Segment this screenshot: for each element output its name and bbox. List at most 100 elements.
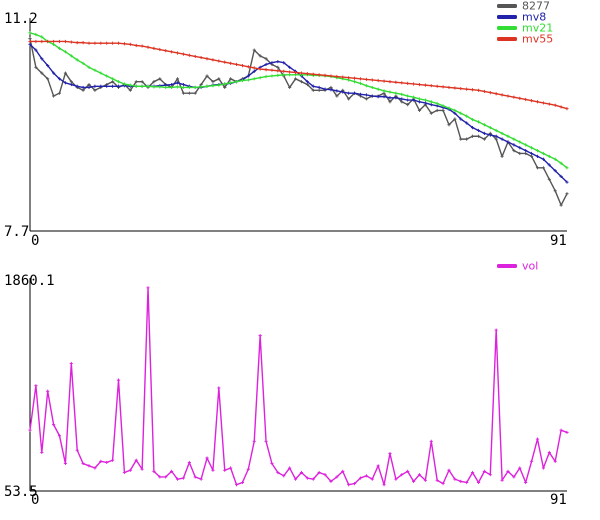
chart1-series-8277-point-4 bbox=[52, 94, 56, 98]
chart1-series-8277-point-54 bbox=[347, 97, 351, 101]
chart1-series-mv55-point-35 bbox=[234, 62, 239, 67]
chart1-series-mv8-point-24 bbox=[170, 82, 174, 87]
chart1-series-mv21-point-26 bbox=[181, 85, 186, 90]
chart2-series-vol-point-54 bbox=[347, 483, 351, 487]
chart1-series-8277-point-42 bbox=[276, 65, 280, 69]
chart1-series-mv55-point-87 bbox=[541, 101, 545, 105]
chart1-series-mv8-point-25 bbox=[175, 81, 180, 85]
chart1-series-mv55-point-40 bbox=[264, 68, 268, 72]
chart1-series-mv21-point-14 bbox=[111, 77, 115, 81]
chart1-series-mv8-point-15 bbox=[116, 84, 121, 88]
chart1-series-8277-point-85 bbox=[529, 154, 534, 158]
chart1-series-8277-point-64 bbox=[406, 103, 410, 107]
chart1-series-mv55-point-55 bbox=[352, 76, 357, 80]
chart1-series-mv55-point-8 bbox=[75, 41, 79, 45]
chart1-series-mv21-point-30 bbox=[205, 84, 209, 88]
chart1-series-mv21-point-82 bbox=[512, 137, 516, 141]
chart1-series-mv21-point-17 bbox=[128, 83, 132, 87]
chart1-series-8277-point-22 bbox=[158, 77, 162, 81]
chart2-series-vol-point-13 bbox=[105, 460, 109, 465]
chart1-series-mv8-point-79 bbox=[494, 134, 498, 138]
chart1-series-mv8-point-7 bbox=[69, 82, 73, 87]
chart2-series-vol-point-77 bbox=[482, 469, 486, 473]
chart1-series-mv8-point-64 bbox=[406, 98, 410, 102]
chart1-series-mv21-point-89 bbox=[553, 157, 557, 161]
chart1-series-8277-point-86 bbox=[535, 166, 540, 170]
chart1-series-8277-point-70 bbox=[441, 108, 445, 112]
chart2-series-vol-point-60 bbox=[382, 483, 386, 487]
chart2-series-vol-point-0 bbox=[28, 428, 32, 432]
chart1-series-mv8-point-84 bbox=[524, 149, 528, 153]
chart2-series-vol-line bbox=[29, 287, 568, 486]
chart1-series-mv21-point-4 bbox=[52, 42, 56, 46]
chart1-series-mv21-point-58 bbox=[370, 85, 374, 90]
chart2-series-vol-point-12 bbox=[99, 459, 103, 463]
chart1-x-tick-max: 91 bbox=[550, 233, 567, 249]
chart1-series-mv21-point-20 bbox=[146, 84, 150, 88]
chart1-series-mv8-point-51 bbox=[329, 88, 333, 92]
chart1-series-mv55-point-52 bbox=[335, 74, 339, 79]
chart2-legend-vol-swatch bbox=[497, 264, 517, 268]
chart1-series-mv21-point-18 bbox=[134, 84, 138, 88]
chart2-series-vol-point-82 bbox=[512, 475, 516, 479]
chart1-series-mv8-point-12 bbox=[99, 84, 103, 88]
chart1-series-8277-point-87 bbox=[541, 166, 545, 170]
chart1-series-mv8-point-77 bbox=[482, 131, 486, 135]
chart2-x-tick-min: 0 bbox=[31, 492, 39, 508]
chart1-series-8277-point-14 bbox=[111, 80, 115, 84]
chart1-series-8277-point-25 bbox=[175, 77, 180, 81]
chart2-series-vol-point-68 bbox=[429, 439, 433, 443]
chart2-series-vol-point-8 bbox=[75, 448, 79, 452]
chart1-series-mv21-point-80 bbox=[500, 131, 504, 135]
chart2-series-vol-point-9 bbox=[81, 461, 85, 466]
chart2-series-vol-point-78 bbox=[488, 473, 492, 477]
chart1-series-mv8-point-87 bbox=[541, 157, 545, 161]
chart2-series-vol-point-11 bbox=[93, 466, 97, 470]
chart2-series-vol-point-2 bbox=[40, 450, 44, 455]
chart1-series-mv21-point-31 bbox=[211, 84, 215, 88]
chart1-series-mv55-point-90 bbox=[559, 105, 563, 109]
chart1-legend-8277-label: 8277 bbox=[522, 0, 550, 13]
chart1-series-mv21-point-42 bbox=[276, 73, 280, 77]
chart1-series-mv8-point-81 bbox=[506, 140, 510, 144]
chart1-series-8277-point-11 bbox=[93, 88, 97, 92]
chart1-series-mv21-point-79 bbox=[494, 128, 498, 133]
chart1-series-mv21-point-6 bbox=[63, 50, 68, 54]
chart2-series-vol-point-49 bbox=[317, 470, 321, 475]
chart1-series-mv8-point-89 bbox=[553, 169, 557, 173]
chart1-series-mv55-point-73 bbox=[459, 86, 463, 91]
chart1-series-8277-point-75 bbox=[470, 134, 475, 138]
chart1-series-mv55-point-69 bbox=[435, 84, 439, 88]
chart1-series-mv21-point-8 bbox=[75, 58, 79, 62]
chart1-series-mv21-point-64 bbox=[406, 94, 410, 98]
chart1-series-mv8-point-2 bbox=[40, 57, 44, 61]
chart1-series-8277-point-90 bbox=[559, 203, 563, 207]
chart1-series-mv8-point-11 bbox=[93, 84, 97, 88]
chart2-series-vol-point-3 bbox=[46, 389, 50, 393]
chart2-series-vol-point-74 bbox=[465, 480, 469, 485]
chart2-series-vol-point-43 bbox=[282, 474, 286, 478]
chart1-series-mv21-point-21 bbox=[152, 85, 156, 89]
chart1-series-mv55-point-61 bbox=[388, 80, 392, 84]
chart1-series-mv21-point-15 bbox=[116, 80, 121, 84]
chart1-series-mv55-point-83 bbox=[518, 96, 522, 100]
chart1-series-mv55-point-46 bbox=[299, 71, 304, 75]
chart1-series-mv55-point-62 bbox=[394, 80, 398, 84]
chart2-series-vol-point-6 bbox=[63, 461, 68, 466]
chart1-series-mv21-point-11 bbox=[93, 68, 97, 72]
chart1-series-8277-point-74 bbox=[465, 137, 469, 141]
chart1-series-mv21-point-78 bbox=[488, 126, 492, 130]
chart1-series-mv8-point-65 bbox=[411, 98, 416, 102]
chart1-series-mv21-point-68 bbox=[429, 100, 433, 104]
chart2-series-vol-point-27 bbox=[187, 460, 191, 465]
chart1-series-mv8-point-8 bbox=[75, 84, 79, 88]
chart1-series-mv55-point-24 bbox=[170, 50, 174, 54]
chart1-series-mv21-point-12 bbox=[99, 71, 103, 75]
chart1-series-mv55-point-57 bbox=[364, 77, 368, 81]
chart1-series-8277-point-32 bbox=[217, 77, 221, 81]
chart1-series-mv55-point-27 bbox=[187, 53, 191, 57]
chart1-series-mv21-point-9 bbox=[81, 61, 85, 65]
chart2-series-vol-point-4 bbox=[52, 423, 56, 427]
chart1-series-mv21-point-40 bbox=[264, 74, 268, 79]
chart1-series-mv21-point-77 bbox=[482, 123, 486, 127]
